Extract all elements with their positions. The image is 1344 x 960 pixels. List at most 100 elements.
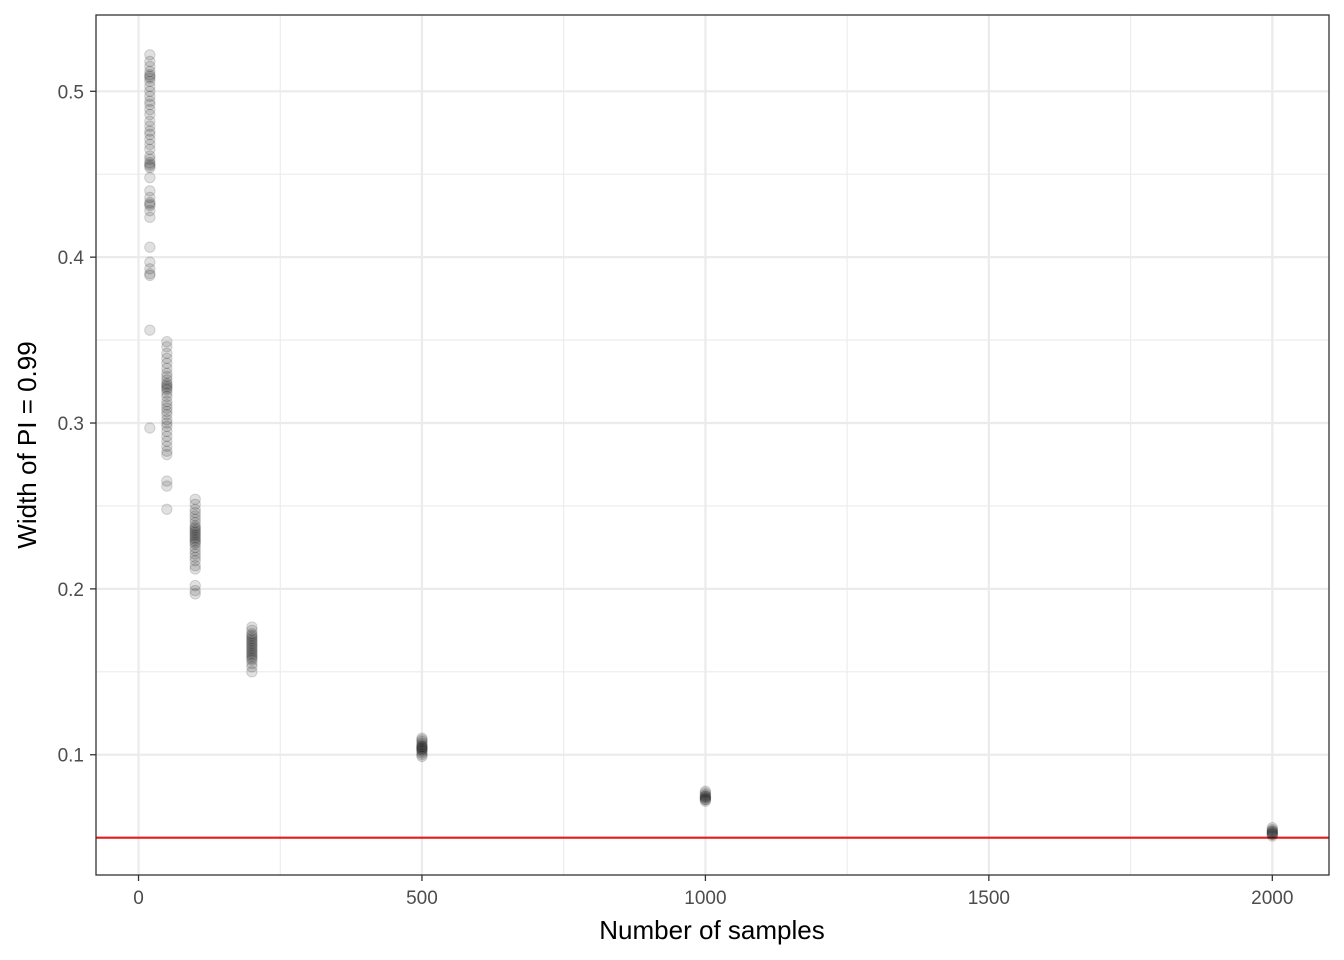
data-point xyxy=(189,563,201,575)
data-point xyxy=(144,69,156,81)
plot-border xyxy=(95,14,1330,876)
data-point xyxy=(144,171,156,184)
data-point xyxy=(144,161,156,174)
data-point xyxy=(144,211,156,224)
data-point xyxy=(246,629,258,642)
data-point xyxy=(416,749,428,761)
data-point xyxy=(161,399,173,411)
data-point xyxy=(246,624,258,637)
data-point xyxy=(246,641,258,653)
data-point xyxy=(161,409,173,421)
data-point xyxy=(699,785,712,797)
data-point xyxy=(246,649,258,661)
data-point xyxy=(161,362,173,374)
data-point xyxy=(161,380,173,393)
data-point xyxy=(144,156,156,169)
x-axis-title: Number of samples xyxy=(599,915,824,945)
data-point xyxy=(144,72,156,84)
data-point xyxy=(189,530,201,542)
data-point xyxy=(144,65,156,78)
data-point xyxy=(189,551,201,564)
data-point xyxy=(161,503,173,515)
data-point xyxy=(144,263,156,275)
data-point xyxy=(161,341,173,353)
data-point xyxy=(189,520,201,532)
data-point xyxy=(144,128,156,141)
data-point xyxy=(416,742,428,754)
y-tick-label: 0.3 xyxy=(58,414,84,435)
data-point xyxy=(416,737,428,749)
data-point xyxy=(144,95,156,107)
data-point xyxy=(246,632,258,645)
data-point xyxy=(416,744,428,756)
data-point xyxy=(144,205,156,217)
data-point xyxy=(161,405,173,418)
data-point xyxy=(161,367,173,379)
data-point xyxy=(189,535,201,547)
data-point xyxy=(189,525,201,537)
data-point xyxy=(161,440,173,452)
data-point xyxy=(1266,828,1279,841)
data-point xyxy=(144,138,156,151)
data-point xyxy=(161,374,173,386)
y-tick-label: 0.4 xyxy=(58,248,85,269)
data-point xyxy=(161,352,173,365)
data-point xyxy=(161,370,173,383)
data-point xyxy=(416,740,428,753)
data-point xyxy=(189,506,201,519)
data-point xyxy=(189,510,201,522)
data-point xyxy=(189,493,201,506)
data-point xyxy=(161,382,173,394)
data-point xyxy=(189,516,201,529)
data-point xyxy=(161,414,173,426)
data-point xyxy=(699,788,712,801)
x-axis-ticks: 0 500 1000 1500 2000 xyxy=(133,875,1293,909)
data-point xyxy=(144,108,156,121)
data-point xyxy=(144,85,156,97)
data-point xyxy=(161,448,173,461)
data-point xyxy=(189,538,201,550)
y-tick-label: 0.2 xyxy=(58,580,84,601)
data-point xyxy=(246,657,258,670)
data-point xyxy=(161,395,173,408)
data-point xyxy=(246,642,258,655)
data-point xyxy=(699,792,712,804)
data-point xyxy=(246,652,258,665)
y-axis-title: Width of PI = 0.99 xyxy=(12,341,42,548)
data-point xyxy=(246,631,258,643)
data-point xyxy=(144,80,156,93)
data-point xyxy=(246,646,258,658)
data-point xyxy=(416,742,428,754)
data-point xyxy=(416,744,428,756)
data-point xyxy=(144,324,156,336)
data-point xyxy=(144,125,156,137)
data-point xyxy=(189,559,201,572)
data-point xyxy=(189,541,201,554)
data-point xyxy=(189,526,201,539)
data-point xyxy=(189,531,201,544)
data-point xyxy=(144,120,156,132)
data-point xyxy=(161,420,173,433)
data-point xyxy=(161,402,173,414)
data-point xyxy=(189,498,201,510)
data-point xyxy=(1266,827,1279,839)
data-point xyxy=(144,70,156,83)
data-point xyxy=(161,384,173,396)
x-tick-label: 0 xyxy=(133,888,144,909)
data-point xyxy=(416,732,428,744)
data-point xyxy=(144,256,156,268)
data-point xyxy=(144,98,156,111)
data-point xyxy=(246,621,258,633)
data-point xyxy=(144,422,156,434)
major-gridlines xyxy=(96,15,1329,875)
data-point xyxy=(189,533,201,545)
y-tick-label: 0.1 xyxy=(58,746,84,767)
data-point xyxy=(144,198,156,210)
data-point xyxy=(161,445,173,457)
data-point xyxy=(246,661,258,673)
data-point xyxy=(144,143,156,156)
data-point xyxy=(144,103,156,116)
data-point xyxy=(246,651,258,663)
data-point xyxy=(144,268,156,280)
